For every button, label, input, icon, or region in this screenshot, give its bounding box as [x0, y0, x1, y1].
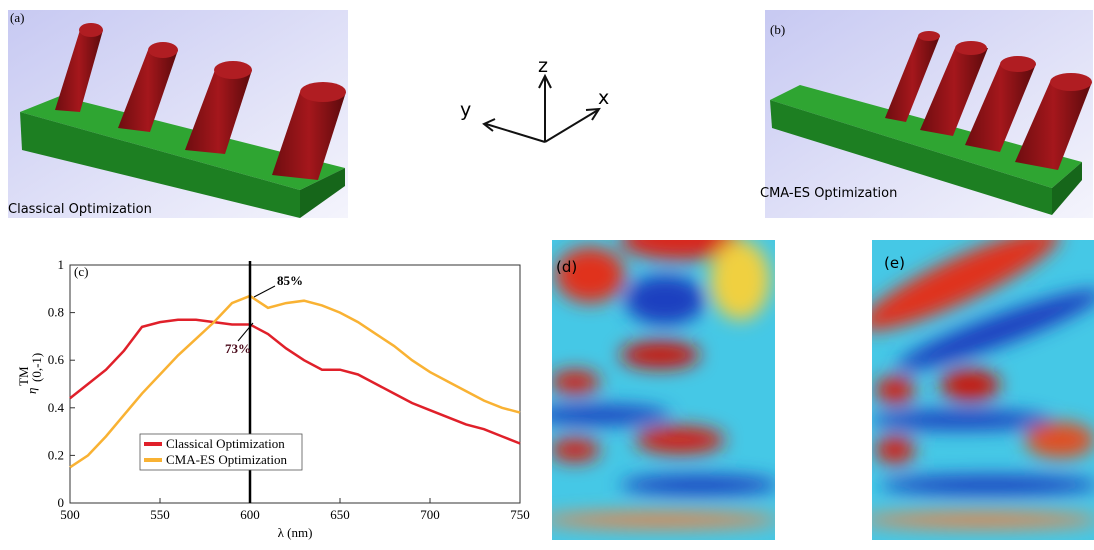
y-axis-label-main: η — [24, 388, 39, 394]
y-tick-label: 0.6 — [48, 352, 65, 367]
caption: CMA-ES Optimization — [760, 186, 897, 201]
x-tick-label: 750 — [510, 507, 530, 522]
y-tick-label: 0.4 — [48, 400, 65, 415]
caption: Classical Optimization — [8, 202, 152, 217]
panel-label: (e) — [884, 254, 905, 272]
x-tick-label: 600 — [240, 507, 260, 522]
annotation: 85% — [277, 273, 303, 288]
panel-label: (d) — [556, 258, 577, 276]
y-tick-label: 0.8 — [48, 305, 64, 320]
legend-label: Classical Optimization — [166, 436, 285, 451]
axis-name: x — [598, 87, 609, 109]
axis-name: z — [538, 55, 548, 77]
axes-diagram — [484, 76, 599, 142]
y-tick-label: 1 — [58, 257, 65, 272]
annotation: 73% — [225, 341, 251, 356]
x-tick-label: 650 — [330, 507, 350, 522]
panel-a: (a) Classical Optimization — [8, 10, 348, 218]
y-tick-label: 0.2 — [48, 447, 64, 462]
x-axis-label: λ (nm) — [278, 525, 313, 540]
x-tick-label: 700 — [420, 507, 440, 522]
panel-b: (b) CMA-ES Optimization — [760, 10, 1093, 218]
panel-label: (a) — [10, 10, 24, 25]
figure: (a) Classical Optimization z x y (b) CMA… — [0, 0, 1094, 545]
panel-label: (c) — [74, 264, 88, 279]
y-axis-label: ηTM(0,-1) — [16, 353, 44, 394]
x-tick-label: 550 — [150, 507, 170, 522]
panel-label: (b) — [770, 22, 785, 37]
x-tick-label: 500 — [60, 507, 80, 522]
axis-name: y — [460, 99, 471, 121]
y-axis-label-sub: (0,-1) — [29, 353, 44, 382]
legend-label: CMA-ES Optimization — [166, 452, 287, 467]
